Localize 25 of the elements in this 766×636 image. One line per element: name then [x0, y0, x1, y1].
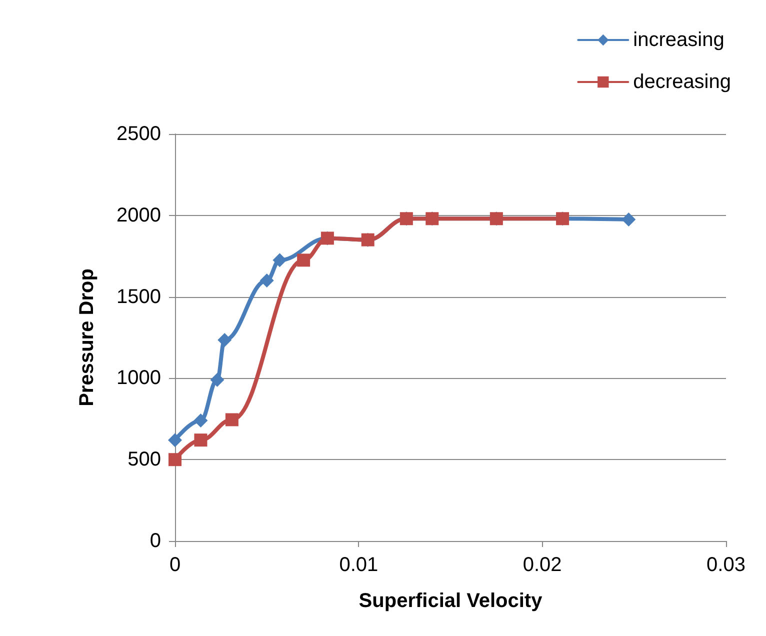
point [622, 212, 636, 226]
point [168, 453, 182, 466]
x-tick-label: 0.01 [339, 554, 378, 576]
y-tick-label: 500 [128, 448, 161, 471]
point [297, 254, 310, 267]
point [218, 332, 232, 347]
x-tick-label: 0.02 [522, 554, 562, 576]
point [210, 372, 224, 387]
point [168, 433, 182, 448]
x-tick-label: 0 [169, 554, 181, 576]
x-axis-title: Superficial Velocity [358, 590, 544, 612]
y-tick-label: 2500 [116, 123, 161, 145]
y-tick-label: 0 [150, 530, 161, 552]
point [225, 413, 238, 426]
x-tick-label: 0.03 [706, 554, 746, 576]
point [194, 434, 208, 447]
point [194, 414, 208, 428]
y-tick-label: 1500 [116, 286, 161, 308]
y-axis-title: Pressure Drop [76, 268, 98, 406]
point [260, 274, 274, 288]
point [272, 253, 287, 268]
legend-label: decreasing [633, 71, 731, 93]
y-tick-label: 1000 [116, 367, 161, 390]
y-tick-label: 2000 [116, 204, 161, 226]
legend-label: increasing [633, 29, 724, 51]
